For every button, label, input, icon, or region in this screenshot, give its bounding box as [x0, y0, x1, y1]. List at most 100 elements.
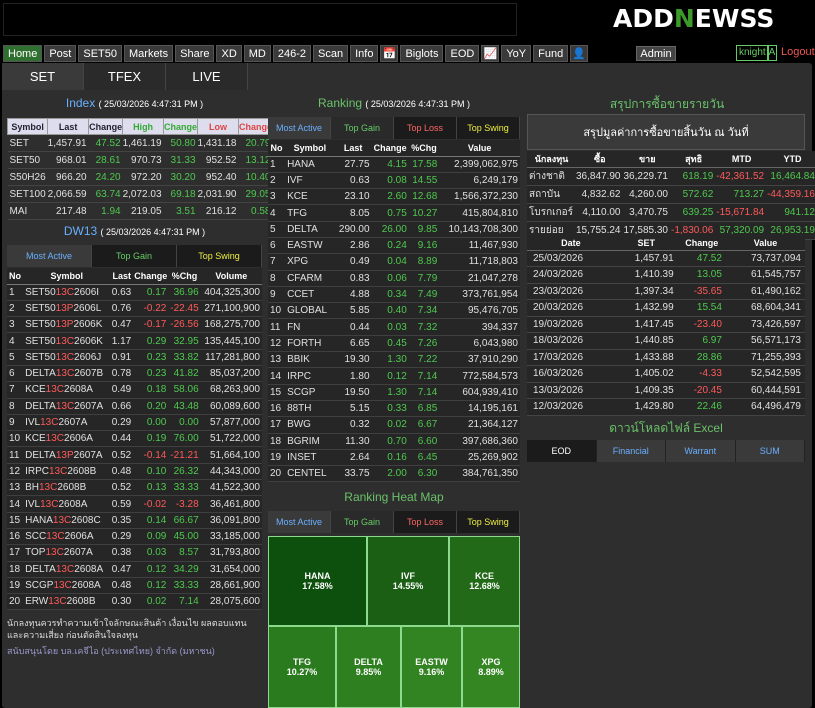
table-row[interactable]: 17 TOP13C2607A 0.38 0.03 8.57 31,793,800	[7, 544, 262, 562]
nav-item[interactable]: SET50	[78, 45, 122, 62]
dw-symbol[interactable]: KCE13C2608A	[23, 381, 111, 399]
table-cell[interactable]: IRPC	[285, 367, 335, 385]
nav-item[interactable]: Share	[175, 45, 215, 62]
heat-tab-top-gain[interactable]: Top Gain	[331, 511, 394, 533]
download-eod[interactable]: EOD	[527, 440, 597, 462]
table-row[interactable]: 20 ERW13C2608B 0.30 0.02 7.14 28,075,600	[7, 593, 262, 611]
table-row[interactable]: SET50 968.01 28.61 970.73 31.33 952.52 13.12	[7, 151, 273, 169]
dw-symbol[interactable]: DELTA13C2608A	[23, 561, 111, 578]
rank-tab-top-loss[interactable]: Top Loss	[394, 117, 457, 139]
nav-item[interactable]: Info	[350, 45, 379, 62]
heat-tab-top-swing[interactable]: Top Swing	[457, 511, 520, 533]
nav-item[interactable]: 📈	[481, 45, 500, 62]
table-cell[interactable]: FN	[285, 318, 335, 336]
table-cell[interactable]: 88TH	[285, 400, 335, 418]
dw-symbol[interactable]: IVL13C2607A	[23, 414, 111, 432]
table-row[interactable]: 7 XPG 0.49 0.04 8.89 11,718,803	[268, 253, 520, 271]
heat-tab-most-active[interactable]: Most Active	[268, 511, 331, 533]
table-cell[interactable]: FORTH	[285, 335, 335, 353]
dw-symbol[interactable]: SET5013C2606I	[23, 284, 111, 301]
table-row[interactable]: 3 SET5013P2606K 0.47 -0.17 -26.56 168,275,700	[7, 316, 262, 334]
heat-cell[interactable]: EASTW 9.16%	[401, 626, 462, 708]
dw-tab-most-active[interactable]: Most Active	[7, 245, 92, 267]
addnewss-logo[interactable]: ADDNEWSS	[613, 4, 775, 33]
dw-symbol[interactable]: IRPC13C2608B	[23, 463, 111, 481]
dw-symbol[interactable]: HANA13C2608C	[23, 512, 111, 529]
table-row[interactable]: 6 DELTA13C2607B 0.78 0.23 41.82 85,037,200	[7, 365, 262, 383]
nav-item[interactable]: 246-2	[272, 45, 312, 62]
rank-tab-most-active[interactable]: Most Active	[268, 117, 331, 139]
nav-item[interactable]: 👤	[570, 45, 589, 62]
table-row[interactable]: MAI 217.48 1.94 219.05 3.51 216.12 0.58	[7, 202, 273, 220]
admin-button[interactable]: Admin	[636, 46, 676, 61]
table-row[interactable]: 15 HANA13C2608C 0.35 0.14 66.67 36,091,800	[7, 512, 262, 529]
table-row[interactable]: S50H26 966.20 24.20 972.20 30.20 952.40 10.40	[7, 168, 273, 186]
table-row[interactable]: 11 FN 0.44 0.03 7.32 394,337	[268, 318, 520, 336]
user-name[interactable]: knight	[736, 45, 769, 61]
table-row[interactable]: 2 IVF 0.63 0.08 14.55 6,249,179	[268, 172, 520, 190]
table-row[interactable]: 13 BBIK 19.30 1.30 7.22 37,910,290	[268, 351, 520, 369]
dw-tab-top-swing[interactable]: Top Swing	[177, 245, 262, 267]
table-row[interactable]: 13 BH13C2608B 0.52 0.13 33.33 41,522,300	[7, 479, 262, 497]
table-cell[interactable]: KCE	[285, 188, 335, 206]
dw-symbol[interactable]: IVL13C2608A	[23, 495, 111, 513]
dw-symbol[interactable]: SCGP13C2608A	[23, 577, 111, 595]
dw-symbol[interactable]: DELTA13C2607A	[23, 398, 111, 415]
download-financial[interactable]: Financial	[596, 440, 666, 462]
rank-tab-top-gain[interactable]: Top Gain	[331, 117, 394, 139]
heat-tab-top-loss[interactable]: Top Loss	[394, 511, 457, 533]
tab-live[interactable]: LIVE	[166, 63, 248, 90]
heat-cell[interactable]: DELTA 9.85%	[336, 626, 401, 708]
table-row[interactable]: 14 IVL13C2608A 0.59 -0.02 -3.28 36,461,800	[7, 495, 262, 513]
table-cell[interactable]: CENTEL	[285, 465, 335, 483]
table-row[interactable]: 19 SCGP13C2608A 0.48 0.12 33.33 28,661,900	[7, 577, 262, 595]
dw-symbol[interactable]: SET5013P2606L	[23, 300, 111, 318]
dw-symbol[interactable]: SET5013P2606K	[23, 316, 111, 334]
table-cell[interactable]: BGRIM	[285, 433, 335, 450]
table-row[interactable]: 8 DELTA13C2607A 0.66 0.20 43.48 60,089,600	[7, 398, 262, 415]
table-row[interactable]: 12 IRPC13C2608B 0.48 0.10 26.32 44,343,000	[7, 463, 262, 481]
table-cell[interactable]: TFG	[285, 204, 335, 222]
table-row[interactable]: 1 SET5013C2606I 0.63 0.17 36.96 404,325,300	[7, 284, 262, 301]
table-row[interactable]: 15 SCGP 19.50 1.30 7.14 604,939,410	[268, 384, 520, 401]
download-sum[interactable]: SUM	[735, 440, 805, 462]
dw-symbol[interactable]: KCE13C2606A	[23, 430, 111, 448]
table-row[interactable]: 10 GLOBAL 5.85 0.40 7.34 95,476,705	[268, 302, 520, 320]
nav-item[interactable]: XD	[216, 45, 242, 62]
dw-symbol[interactable]: DELTA13C2607B	[23, 365, 111, 383]
table-row[interactable]: 9 IVL13C2607A 0.29 0.00 0.00 57,877,000	[7, 414, 262, 432]
dw-symbol[interactable]: DELTA13P2607A	[23, 446, 111, 464]
download-warrant[interactable]: Warrant	[666, 440, 736, 462]
heat-cell[interactable]: KCE 12.68%	[449, 536, 520, 626]
tab-tfex[interactable]: TFEX	[84, 63, 166, 90]
dw-symbol[interactable]: SET5013C2606K	[23, 332, 111, 350]
table-row[interactable]: 1 HANA 27.75 4.15 17.58 2,399,062,975	[268, 156, 520, 173]
nav-item[interactable]: Home	[3, 45, 43, 62]
table-row[interactable]: 4 TFG 8.05 0.75 10.27 415,804,810	[268, 204, 520, 222]
table-row[interactable]: SET100 2,066.59 63.74 2,072.03 69.18 2,031.90…	[7, 185, 273, 203]
heat-cell[interactable]: TFG 10.27%	[268, 626, 336, 708]
table-row[interactable]: 7 KCE13C2608A 0.49 0.18 58.06 68,263,900	[7, 381, 262, 399]
dw-symbol[interactable]: SET5013C2606J	[23, 349, 111, 366]
heat-cell[interactable]: IVF 14.55%	[367, 536, 449, 626]
nav-item[interactable]: Fund	[533, 45, 569, 62]
dw-symbol[interactable]: SCC13C2606A	[23, 528, 111, 546]
table-cell[interactable]: BBIK	[285, 351, 335, 369]
table-cell[interactable]: DELTA	[285, 221, 335, 238]
table-row[interactable]: 14 IRPC 1.80 0.12 7.14 772,584,573	[268, 367, 520, 385]
table-row[interactable]: 16 SCC13C2606A 0.29 0.09 45.00 33,185,000	[7, 528, 262, 546]
table-cell[interactable]: IVF	[285, 172, 335, 190]
table-row[interactable]: 5 SET5013C2606J 0.91 0.23 33.82 117,281,800	[7, 349, 262, 366]
nav-item[interactable]: 📅	[380, 45, 399, 62]
table-cell[interactable]: CCET	[285, 286, 335, 304]
heat-cell[interactable]: XPG 8.89%	[462, 626, 520, 708]
table-cell[interactable]: BWG	[285, 416, 335, 434]
logout-link[interactable]: Logout	[781, 46, 815, 58]
table-row[interactable]: 4 SET5013C2606K 1.17 0.29 32.95 135,445,100	[7, 332, 262, 350]
table-row[interactable]: 8 CFARM 0.83 0.06 7.79 21,047,278	[268, 270, 520, 287]
table-cell[interactable]: INSET	[285, 449, 335, 467]
table-row[interactable]: 16 88TH 5.15 0.33 6.85 14,195,161	[268, 400, 520, 418]
table-row[interactable]: 19 INSET 2.64 0.16 6.45 25,269,902	[268, 449, 520, 467]
nav-item[interactable]: Scan	[313, 45, 349, 62]
table-row[interactable]: 18 DELTA13C2608A 0.47 0.12 34.29 31,654,000	[7, 561, 262, 578]
